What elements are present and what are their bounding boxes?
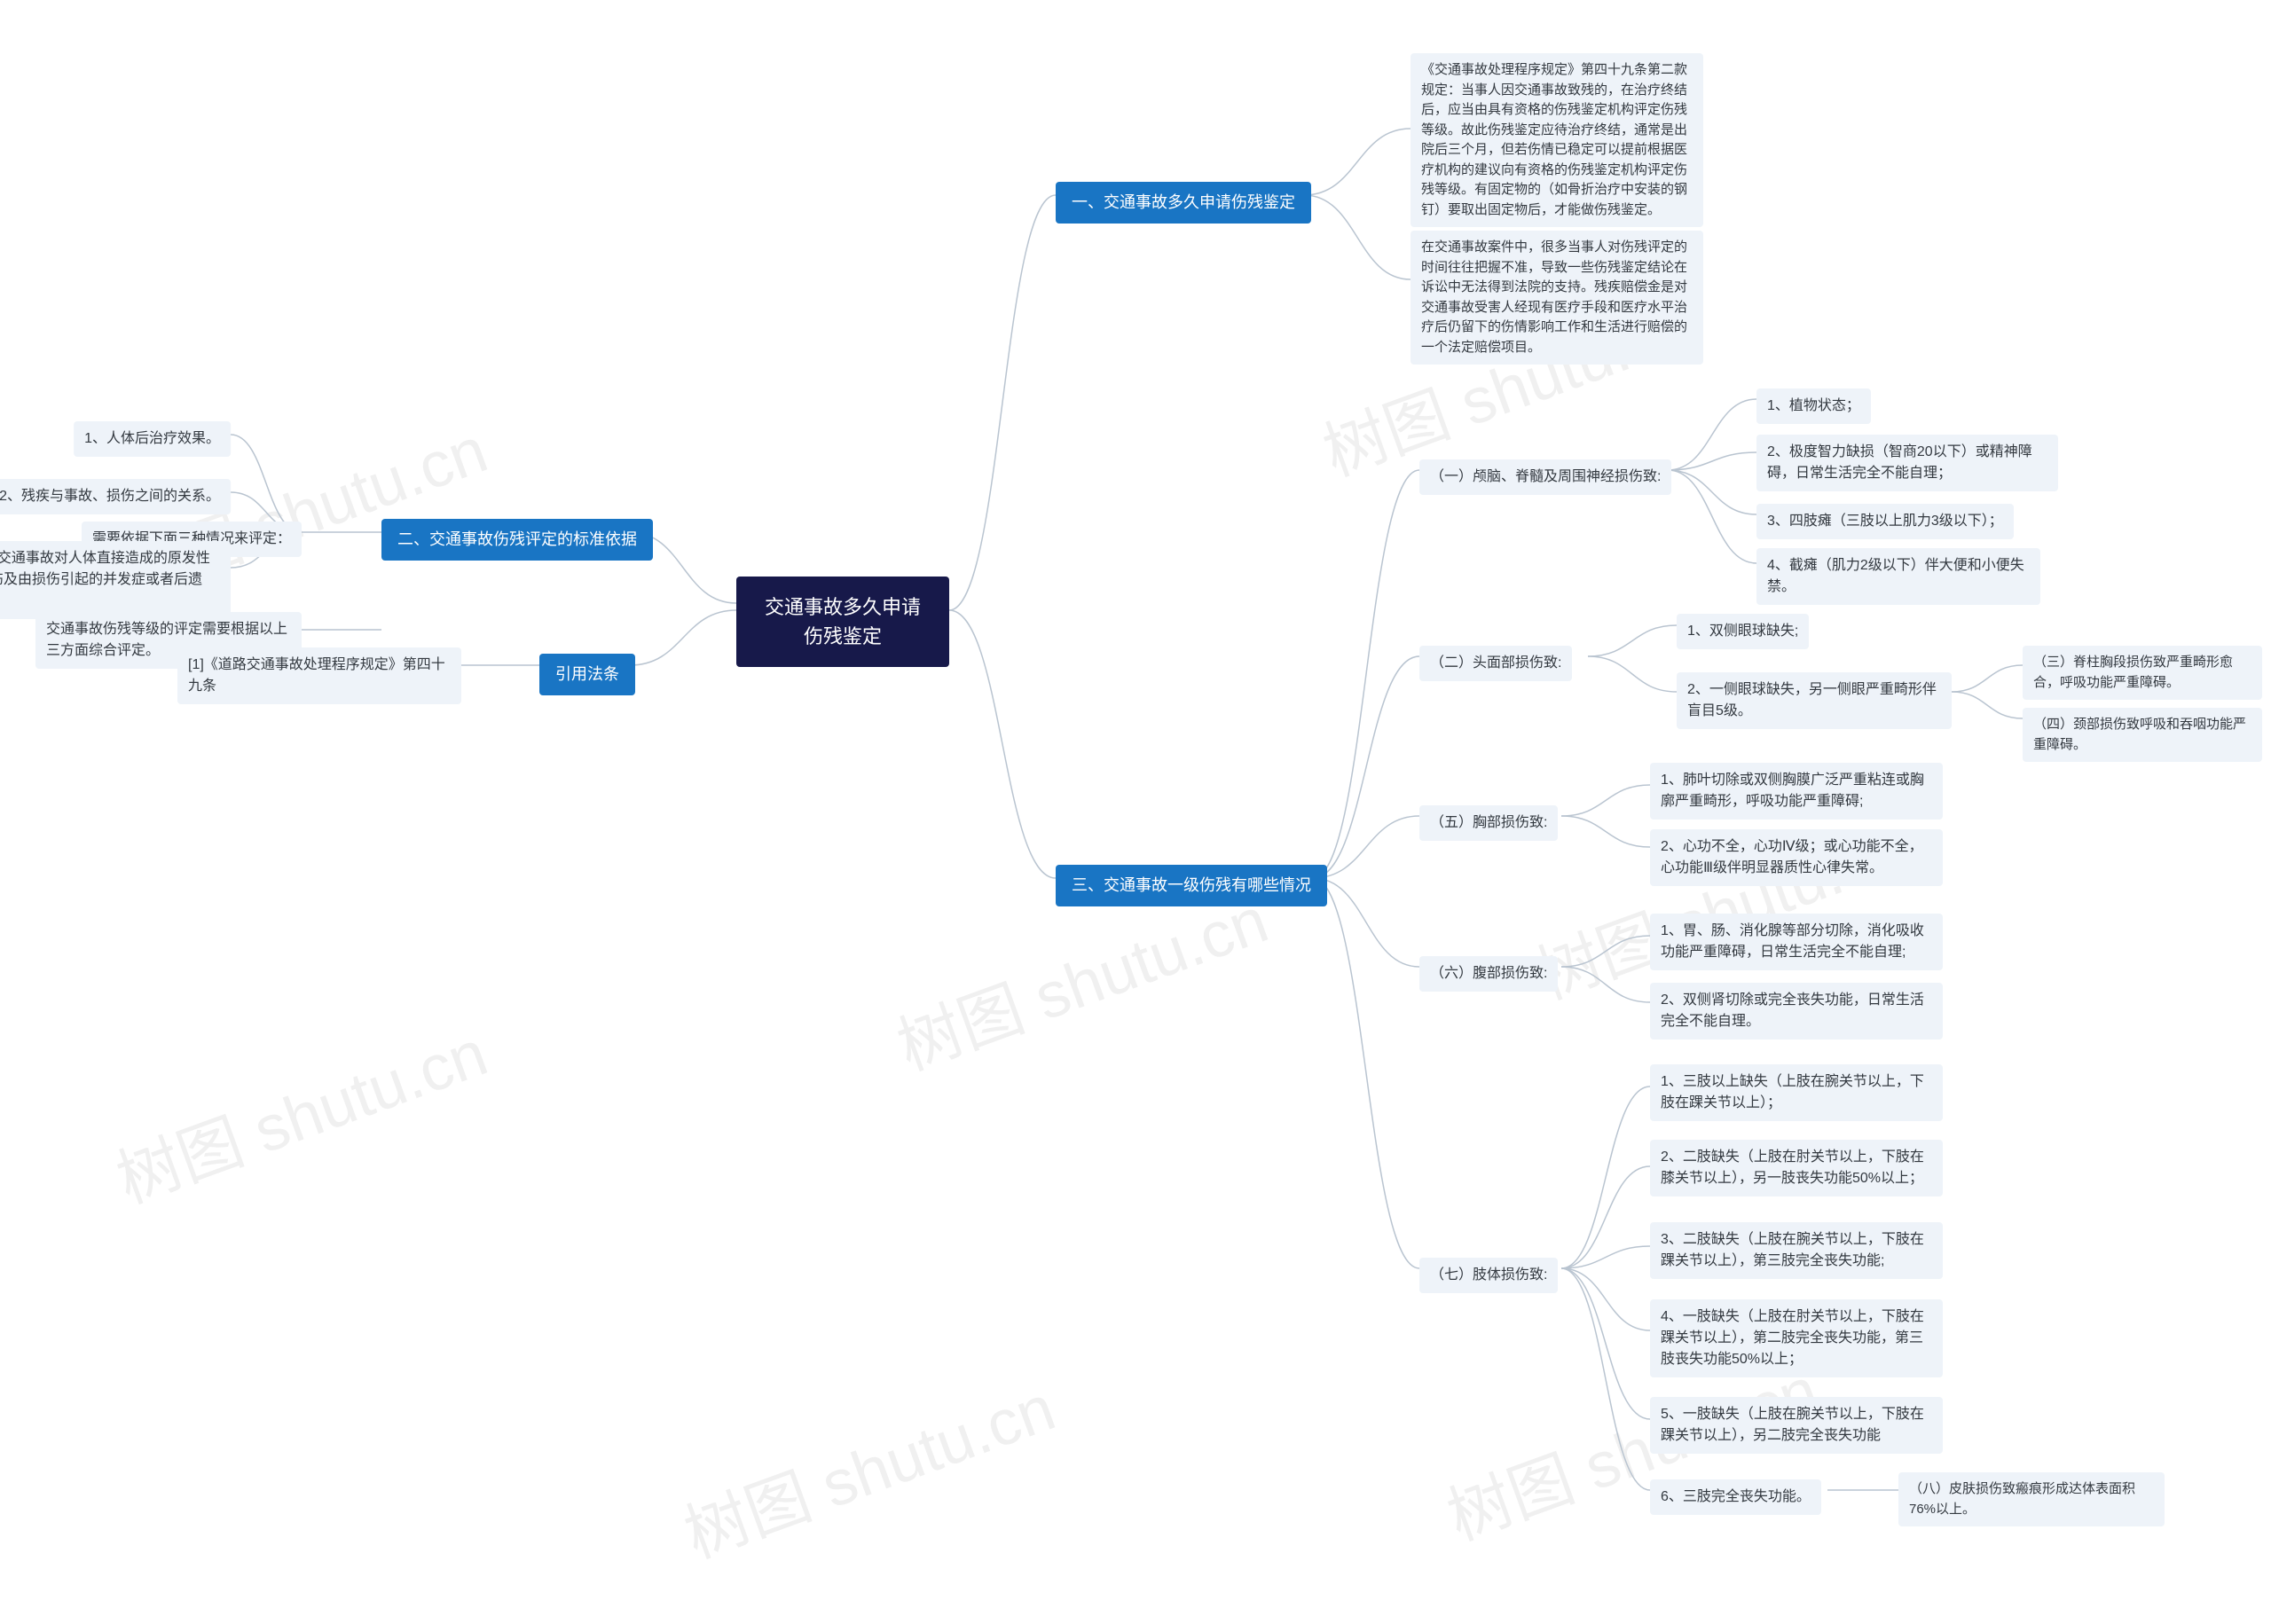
b3-g1-i1: 1、植物状态； [1756,388,1871,424]
b3-g7-i2: 2、二肢缺失（上肢在肘关节以上，下肢在膝关节以上），另一肢丧失功能50%以上； [1650,1140,1943,1196]
b3-g1-i3: 3、四肢瘫（三肢以上肌力3级以下）； [1756,504,2014,539]
b3-g2: （二）头面部损伤致: [1419,646,1572,681]
branch-2-item-3: 3、交通事故对人体直接造成的原发性损伤及由损伤引起的并发症或者后遗症。 [0,541,231,619]
b3-g7-i6: 6、三肢完全丧失功能。 [1650,1479,1821,1515]
b3-g7-i4: 4、一肢缺失（上肢在肘关节以上，下肢在踝关节以上），第二肢完全丧失功能，第三肢丧… [1650,1299,1943,1377]
watermark: 树图 shutu.cn [670,1356,1065,1576]
branch-ref-item: [1]《道路交通事故处理程序规定》第四十九条 [177,647,461,704]
root-node[interactable]: 交通事故多久申请伤残鉴定 [736,577,949,667]
b3-g7-i5: 5、一肢缺失（上肢在腕关节以上，下肢在踝关节以上），另二肢完全丧失功能 [1650,1397,1943,1454]
watermark: 树图 shutu.cn [102,1001,498,1221]
b3-g2-s3: （三）脊柱胸段损伤致严重畸形愈合，呼吸功能严重障碍。 [2023,646,2262,700]
b3-g6-i1: 1、胃、肠、消化腺等部分切除，消化吸收功能严重障碍，日常生活完全不能自理; [1650,914,1943,970]
b3-g7: （七）肢体损伤致: [1419,1258,1558,1293]
b3-g5-i2: 2、心功不全，心功Ⅳ级；或心功能不全，心功能Ⅲ级伴明显器质性心律失常。 [1650,829,1943,886]
b3-g7-s8: （八）皮肤损伤致瘢痕形成达体表面积76%以上。 [1898,1472,2165,1526]
branch-3[interactable]: 三、交通事故一级伤残有哪些情况 [1056,865,1327,906]
branch-ref[interactable]: 引用法条 [539,654,635,695]
b3-g2-i1: 1、双侧眼球缺失; [1677,614,1809,649]
b3-g6-i2: 2、双侧肾切除或完全丧失功能，日常生活完全不能自理。 [1650,983,1943,1040]
branch-2-item-2: 2、残疾与事故、损伤之间的关系。 [0,479,231,514]
b3-g1: （一）颅脑、脊髓及周围神经损伤致: [1419,459,1671,495]
branch-2-item-1: 1、人体后治疗效果。 [74,421,231,457]
branch-1-leaf-a: 《交通事故处理程序规定》第四十九条第二款规定：当事人因交通事故致残的，在治疗终结… [1411,53,1703,227]
b3-g6: （六）腹部损伤致: [1419,956,1558,992]
b3-g2-s4: （四）颈部损伤致呼吸和吞咽功能严重障碍。 [2023,708,2262,762]
b3-g7-i1: 1、三肢以上缺失（上肢在腕关节以上，下肢在踝关节以上）； [1650,1064,1943,1121]
b3-g5: （五）胸部损伤致: [1419,805,1558,841]
branch-2[interactable]: 二、交通事故伤残评定的标准依据 [381,519,653,561]
branch-1[interactable]: 一、交通事故多久申请伤残鉴定 [1056,182,1311,224]
b3-g1-i4: 4、截瘫（肌力2级以下）伴大便和小便失禁。 [1756,548,2040,605]
b3-g1-i2: 2、极度智力缺损（智商20以下）或精神障碍，日常生活完全不能自理； [1756,435,2058,491]
b3-g7-i3: 3、二肢缺失（上肢在腕关节以上，下肢在踝关节以上），第三肢完全丧失功能; [1650,1222,1943,1279]
b3-g2-i2: 2、一侧眼球缺失，另一侧眼严重畸形伴盲目5级。 [1677,672,1952,729]
b3-g5-i1: 1、肺叶切除或双侧胸膜广泛严重粘连或胸廓严重畸形，呼吸功能严重障碍; [1650,763,1943,820]
branch-1-leaf-b: 在交通事故案件中，很多当事人对伤残评定的时间往往把握不准，导致一些伤残鉴定结论在… [1411,231,1703,365]
